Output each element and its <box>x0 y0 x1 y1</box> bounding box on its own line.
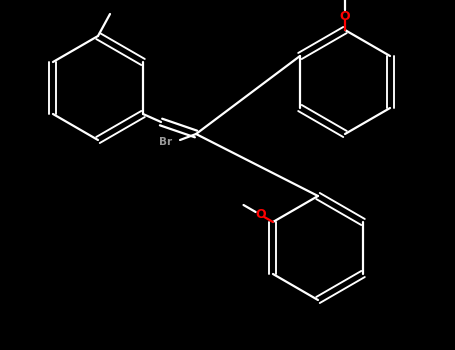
Text: Br: Br <box>159 137 172 147</box>
Text: O: O <box>256 209 266 222</box>
Text: O: O <box>340 9 350 22</box>
